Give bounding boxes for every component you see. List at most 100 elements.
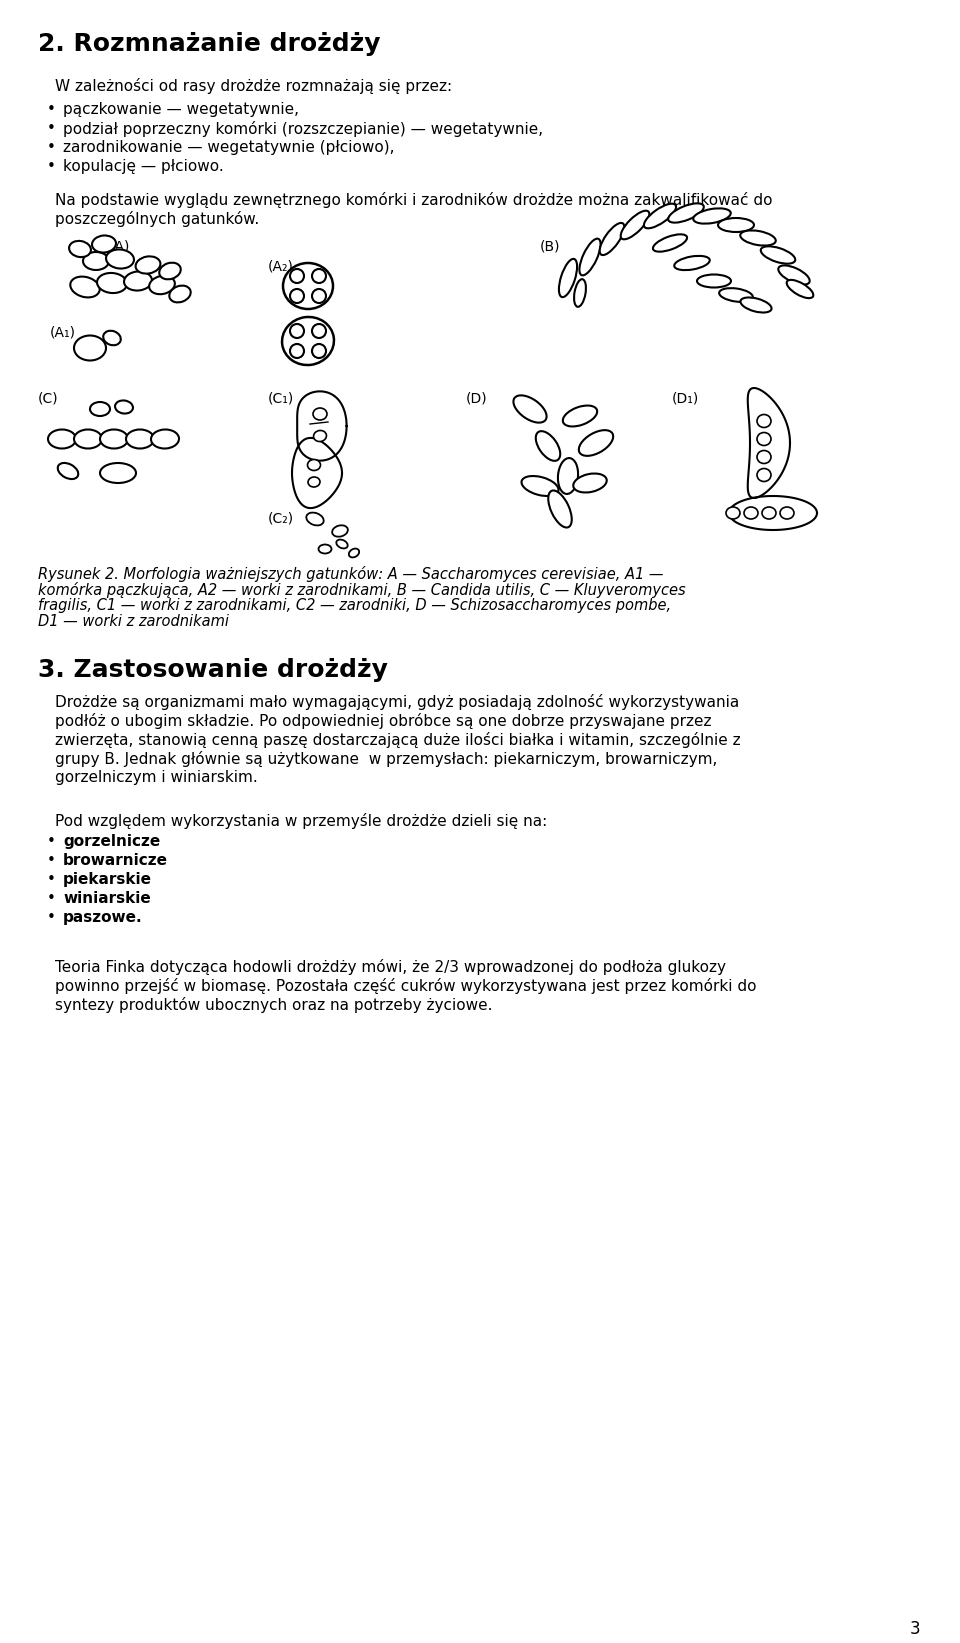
Ellipse shape bbox=[151, 429, 179, 449]
Text: zwierzęta, stanowią cenną paszę dostarczającą duże ilości białka i witamin, szcz: zwierzęta, stanowią cenną paszę dostarcz… bbox=[55, 733, 740, 748]
Ellipse shape bbox=[100, 463, 136, 483]
Ellipse shape bbox=[779, 266, 809, 284]
Ellipse shape bbox=[308, 476, 320, 486]
Ellipse shape bbox=[92, 235, 116, 253]
Ellipse shape bbox=[621, 210, 649, 240]
Text: 2. Rozmnażanie drożdży: 2. Rozmnażanie drożdży bbox=[38, 31, 380, 56]
Ellipse shape bbox=[306, 513, 324, 526]
Ellipse shape bbox=[726, 508, 740, 519]
Text: •: • bbox=[47, 853, 56, 868]
Text: (C₂): (C₂) bbox=[268, 511, 294, 526]
Ellipse shape bbox=[312, 289, 326, 302]
Text: •: • bbox=[47, 891, 56, 905]
Ellipse shape bbox=[719, 288, 753, 302]
Ellipse shape bbox=[573, 473, 607, 493]
Text: •: • bbox=[47, 910, 56, 925]
Text: gorzelnicze: gorzelnicze bbox=[63, 835, 160, 849]
Ellipse shape bbox=[757, 468, 771, 481]
Ellipse shape bbox=[312, 343, 326, 358]
Ellipse shape bbox=[58, 463, 79, 480]
Ellipse shape bbox=[283, 263, 333, 309]
Ellipse shape bbox=[74, 429, 102, 449]
Polygon shape bbox=[748, 388, 790, 498]
Text: komórka pączkująca, A2 — worki z zarodnikami, B — Candida utilis, C — Kluyveromy: komórka pączkująca, A2 — worki z zarodni… bbox=[38, 582, 685, 598]
Text: •: • bbox=[47, 159, 56, 174]
Text: podłóż o ubogim składzie. Po odpowiedniej obróbce są one dobrze przyswajane prze: podłóż o ubogim składzie. Po odpowiednie… bbox=[55, 713, 711, 729]
Ellipse shape bbox=[697, 274, 731, 288]
Ellipse shape bbox=[149, 276, 175, 294]
Text: Pod względem wykorzystania w przemyśle drożdże dzieli się na:: Pod względem wykorzystania w przemyśle d… bbox=[55, 813, 547, 830]
Polygon shape bbox=[298, 391, 347, 460]
Ellipse shape bbox=[290, 289, 304, 302]
Text: (B): (B) bbox=[540, 238, 561, 253]
Ellipse shape bbox=[312, 269, 326, 283]
Ellipse shape bbox=[332, 526, 348, 537]
Ellipse shape bbox=[48, 429, 76, 449]
Ellipse shape bbox=[313, 407, 327, 421]
Text: 3. Zastosowanie drożdży: 3. Zastosowanie drożdży bbox=[38, 657, 388, 682]
Text: (C₁): (C₁) bbox=[268, 391, 295, 406]
Ellipse shape bbox=[718, 219, 754, 232]
Ellipse shape bbox=[757, 450, 771, 463]
Ellipse shape bbox=[521, 476, 559, 496]
Ellipse shape bbox=[579, 430, 613, 455]
Ellipse shape bbox=[126, 429, 154, 449]
Ellipse shape bbox=[653, 235, 687, 251]
Ellipse shape bbox=[740, 230, 776, 245]
Text: podział poprzeczny komórki (rozszczepianie) — wegetatywnie,: podział poprzeczny komórki (rozszczepian… bbox=[63, 122, 543, 136]
Ellipse shape bbox=[290, 343, 304, 358]
Text: Drożdże są organizmami mało wymagającymi, gdyż posiadają zdolność wykorzystywani: Drożdże są organizmami mało wymagającymi… bbox=[55, 693, 739, 710]
Ellipse shape bbox=[757, 414, 771, 427]
Ellipse shape bbox=[693, 209, 731, 223]
Text: poszczególnych gatunków.: poszczególnych gatunków. bbox=[55, 210, 259, 227]
Polygon shape bbox=[292, 439, 342, 508]
Text: •: • bbox=[47, 140, 56, 154]
Ellipse shape bbox=[668, 204, 704, 223]
Text: W zależności od rasy drożdże rozmnażają się przez:: W zależności od rasy drożdże rozmnażają … bbox=[55, 77, 452, 94]
Ellipse shape bbox=[563, 406, 597, 427]
Ellipse shape bbox=[135, 256, 160, 274]
Ellipse shape bbox=[744, 508, 758, 519]
Text: (A₁): (A₁) bbox=[50, 325, 76, 340]
Ellipse shape bbox=[760, 246, 795, 263]
Ellipse shape bbox=[674, 256, 709, 269]
Ellipse shape bbox=[580, 238, 601, 276]
Text: syntezy produktów ubocznych oraz na potrzeby życiowe.: syntezy produktów ubocznych oraz na potr… bbox=[55, 997, 492, 1014]
Ellipse shape bbox=[314, 430, 326, 442]
Ellipse shape bbox=[559, 260, 577, 297]
Ellipse shape bbox=[548, 491, 572, 527]
Ellipse shape bbox=[780, 508, 794, 519]
Ellipse shape bbox=[336, 539, 348, 549]
Text: (D₁): (D₁) bbox=[672, 391, 699, 406]
Ellipse shape bbox=[740, 297, 772, 312]
Ellipse shape bbox=[104, 330, 121, 345]
Ellipse shape bbox=[558, 458, 578, 495]
Text: browarnicze: browarnicze bbox=[63, 853, 168, 868]
Text: winiarskie: winiarskie bbox=[63, 891, 151, 905]
Ellipse shape bbox=[115, 401, 132, 414]
Ellipse shape bbox=[290, 269, 304, 283]
Ellipse shape bbox=[83, 251, 109, 269]
Text: (A): (A) bbox=[110, 238, 131, 253]
Text: gorzelniczym i winiarskim.: gorzelniczym i winiarskim. bbox=[55, 771, 257, 785]
Text: kopulację — płciowo.: kopulację — płciowo. bbox=[63, 159, 224, 174]
Text: grupy B. Jednak głównie są użytkowane  w przemysłach: piekarniczym, browarniczym: grupy B. Jednak głównie są użytkowane w … bbox=[55, 751, 717, 767]
Ellipse shape bbox=[319, 544, 331, 554]
Ellipse shape bbox=[159, 263, 180, 279]
Ellipse shape bbox=[786, 279, 813, 297]
Ellipse shape bbox=[106, 250, 134, 268]
Ellipse shape bbox=[97, 273, 127, 292]
Text: (C): (C) bbox=[38, 391, 59, 406]
Ellipse shape bbox=[124, 271, 152, 291]
Text: •: • bbox=[47, 835, 56, 849]
Text: D1 — worki z zarodnikami: D1 — worki z zarodnikami bbox=[38, 614, 229, 629]
Text: •: • bbox=[47, 102, 56, 117]
Ellipse shape bbox=[312, 324, 326, 338]
Text: zarodnikowanie — wegetatywnie (płciowo),: zarodnikowanie — wegetatywnie (płciowo), bbox=[63, 140, 395, 154]
Text: Teoria Finka dotycząca hodowli drożdży mówi, że 2/3 wprowadzonej do podłoża gluk: Teoria Finka dotycząca hodowli drożdży m… bbox=[55, 960, 726, 974]
Ellipse shape bbox=[514, 396, 546, 422]
Ellipse shape bbox=[762, 508, 776, 519]
Text: •: • bbox=[47, 122, 56, 136]
Ellipse shape bbox=[100, 429, 128, 449]
Ellipse shape bbox=[757, 432, 771, 445]
